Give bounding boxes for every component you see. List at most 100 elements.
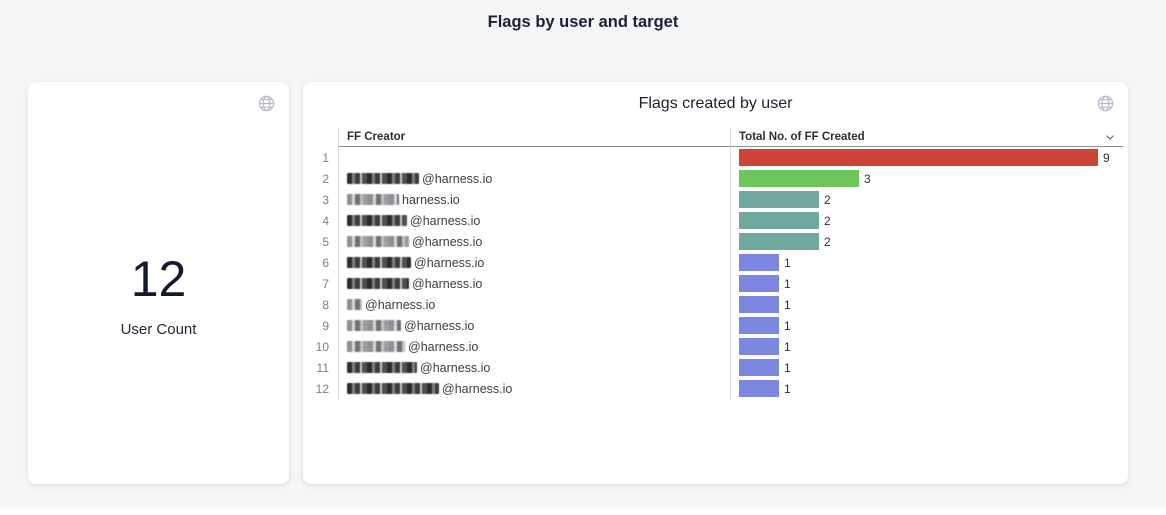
table-row: 10 @harness.io 1	[303, 336, 1123, 357]
redacted-name	[347, 194, 399, 205]
page-title: Flags by user and target	[487, 13, 679, 31]
redacted-name	[347, 257, 411, 268]
bar[interactable]	[739, 275, 779, 292]
redacted-name	[347, 173, 419, 184]
bar[interactable]	[739, 191, 819, 208]
bar[interactable]	[739, 254, 779, 271]
bar-value: 9	[1103, 150, 1110, 165]
row-index: 8	[322, 297, 329, 312]
row-index: 1	[322, 150, 329, 165]
user-count-card: 12 User Count	[28, 82, 289, 484]
bar-value: 1	[784, 360, 791, 375]
redacted-name	[347, 215, 407, 226]
bar-value: 1	[784, 318, 791, 333]
chevron-down-icon[interactable]	[1103, 130, 1117, 144]
creator-cell: @harness.io	[338, 357, 730, 378]
bar-cell: 2	[730, 189, 1123, 210]
table-row: 3 harness.io 2	[303, 189, 1123, 210]
creator-cell: @harness.io	[338, 168, 730, 189]
creator-suffix: @harness.io	[365, 297, 436, 312]
row-index: 11	[316, 360, 329, 375]
header-index-cell	[303, 127, 338, 147]
creator-suffix: @harness.io	[404, 318, 475, 333]
bar[interactable]	[739, 338, 779, 355]
bar-cell: 1	[730, 336, 1123, 357]
bar-cell: 2	[730, 210, 1123, 231]
row-index: 10	[315, 339, 329, 354]
creator-cell: @harness.io	[338, 252, 730, 273]
creator-suffix: harness.io	[402, 192, 460, 207]
creator-suffix: @harness.io	[414, 255, 485, 270]
bar-value: 1	[784, 381, 791, 396]
table-row: 6 @harness.io 1	[303, 252, 1123, 273]
creator-cell: @harness.io	[338, 231, 730, 252]
user-count-label: User Count	[120, 320, 197, 338]
creator-cell: @harness.io	[338, 315, 730, 336]
creator-suffix: @harness.io	[420, 360, 491, 375]
bar-cell: 1	[730, 378, 1123, 399]
row-index: 9	[322, 318, 329, 333]
user-count-value: 12	[130, 250, 187, 307]
header-total-created[interactable]: Total No. of FF Created	[730, 127, 1123, 147]
bar-cell: 1	[730, 252, 1123, 273]
card-title: Flags created by user	[638, 94, 793, 112]
redacted-name	[347, 383, 439, 394]
table-row: 12 @harness.io 1	[303, 378, 1123, 399]
creator-suffix: @harness.io	[422, 171, 493, 186]
row-index: 3	[322, 192, 329, 207]
creator-cell	[338, 147, 730, 168]
bar-value: 1	[784, 297, 791, 312]
bar[interactable]	[739, 317, 779, 334]
bar-value: 1	[784, 276, 791, 291]
bar-value: 1	[784, 339, 791, 354]
row-index: 6	[322, 255, 329, 270]
bar[interactable]	[739, 212, 819, 229]
bar-value: 3	[864, 171, 871, 186]
row-index: 7	[322, 276, 329, 291]
table-header-row: FF Creator Total No. of FF Created	[303, 127, 1123, 147]
table-row: 8 @harness.io 1	[303, 294, 1123, 315]
table-body: 1 9 2 @harness.io 3 3 harness.io 2 4 @ha…	[303, 147, 1123, 399]
globe-icon[interactable]	[1096, 94, 1115, 113]
creator-cell: @harness.io	[338, 273, 730, 294]
bar-cell: 1	[730, 357, 1123, 378]
bar[interactable]	[739, 233, 819, 250]
bar[interactable]	[739, 359, 779, 376]
table-row: 4 @harness.io 2	[303, 210, 1123, 231]
bar[interactable]	[739, 170, 859, 187]
bar[interactable]	[739, 380, 779, 397]
header-total-label: Total No. of FF Created	[739, 130, 865, 143]
row-index: 5	[322, 234, 329, 249]
bottom-strip	[0, 505, 1166, 515]
globe-icon[interactable]	[257, 94, 276, 113]
bar-cell: 9	[730, 147, 1123, 168]
bar-value: 2	[824, 192, 831, 207]
bar-value: 1	[784, 255, 791, 270]
redacted-name	[347, 341, 405, 352]
redacted-name	[347, 320, 401, 331]
bar[interactable]	[739, 149, 1098, 166]
table-row: 2 @harness.io 3	[303, 168, 1123, 189]
redacted-name	[347, 236, 409, 247]
table-row: 1 9	[303, 147, 1123, 168]
row-index: 4	[322, 213, 329, 228]
bar[interactable]	[739, 296, 779, 313]
bar-cell: 1	[730, 294, 1123, 315]
table-row: 5 @harness.io 2	[303, 231, 1123, 252]
table-row: 11 @harness.io 1	[303, 357, 1123, 378]
table-row: 9 @harness.io 1	[303, 315, 1123, 336]
creator-suffix: @harness.io	[442, 381, 513, 396]
creator-cell: harness.io	[338, 189, 730, 210]
flags-created-card: Flags created by user FF Creator Total N…	[303, 82, 1128, 484]
creator-cell: @harness.io	[338, 210, 730, 231]
header-ff-creator[interactable]: FF Creator	[338, 127, 730, 147]
redacted-name	[347, 299, 362, 310]
creator-suffix: @harness.io	[408, 339, 479, 354]
creator-cell: @harness.io	[338, 294, 730, 315]
bar-cell: 1	[730, 273, 1123, 294]
creator-suffix: @harness.io	[410, 213, 481, 228]
creator-suffix: @harness.io	[412, 234, 483, 249]
redacted-name	[347, 278, 409, 289]
bar-cell: 2	[730, 231, 1123, 252]
row-index: 12	[315, 381, 329, 396]
